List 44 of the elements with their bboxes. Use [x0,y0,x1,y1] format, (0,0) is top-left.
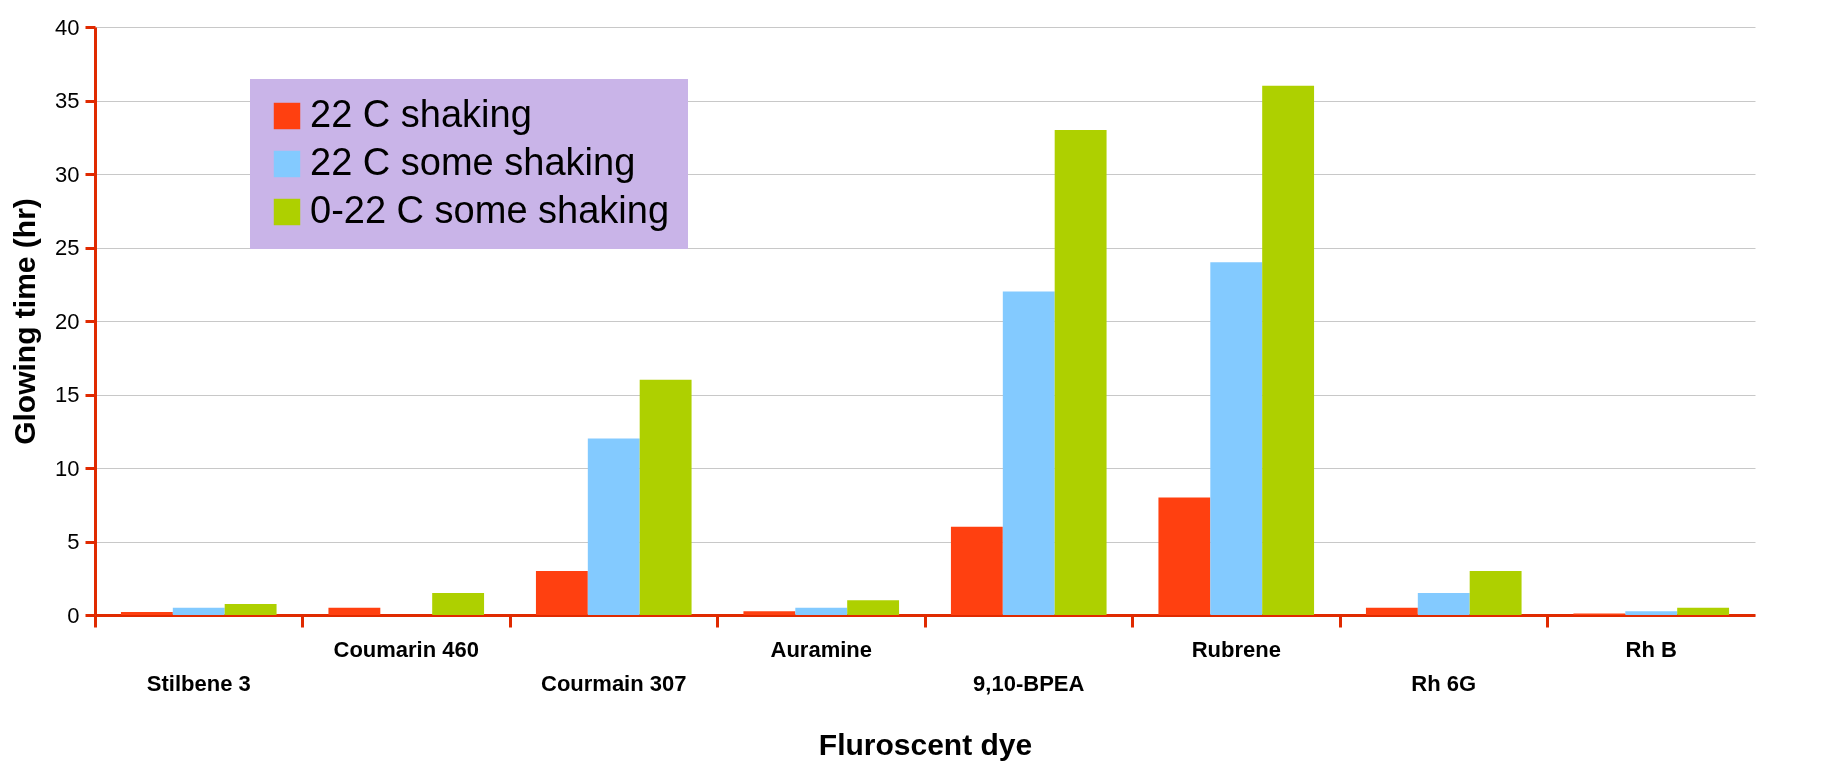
bar [1365,607,1418,615]
bar [639,379,692,615]
x-tick-label: Rh B [1625,636,1677,662]
x-tick-label: Rh 6G [1411,670,1477,696]
y-tick-label: 0 [67,602,80,628]
bar [1677,607,1730,615]
y-axis-title: Glowing time (hr) [8,198,42,445]
x-tick-label: 9,10-BPEA [973,670,1085,696]
x-tick-label: Stilbene 3 [146,670,251,696]
y-tick-label: 35 [55,88,80,113]
y-tick-label: 25 [55,235,80,260]
bar [847,600,900,615]
y-tick-label: 30 [55,161,80,187]
x-tick-label: Courmain 307 [541,670,687,696]
bar [120,612,173,615]
bar [1469,570,1522,615]
y-tick-label: 20 [55,308,80,334]
bar [1625,611,1678,615]
bar [1002,291,1055,615]
x-tick-label: Rubrene [1191,636,1281,662]
x-axis-title: Fluroscent dye [818,727,1033,761]
y-tick-label: 10 [55,455,80,481]
bar [795,607,848,615]
bar [224,603,277,615]
bar [1210,262,1263,615]
bar [328,607,381,615]
y-tick-label: 15 [55,382,80,407]
y-tick-label: 5 [67,529,80,554]
bar [535,570,588,615]
x-tick-label: Auramine [770,636,872,662]
legend-label: 0-22 C some shaking [310,189,670,231]
bar [1262,85,1315,615]
y-tick-label: 40 [55,14,80,40]
bar [1417,592,1470,615]
bar [432,592,485,615]
bar [743,611,796,615]
bar [1054,129,1107,615]
legend-label: 22 C some shaking [310,141,636,183]
legend-label: 22 C shaking [310,93,532,135]
bar [172,607,225,615]
bar [950,526,1003,615]
x-tick-label: Coumarin 460 [333,636,479,662]
bar [587,438,640,615]
bar [1158,497,1211,615]
